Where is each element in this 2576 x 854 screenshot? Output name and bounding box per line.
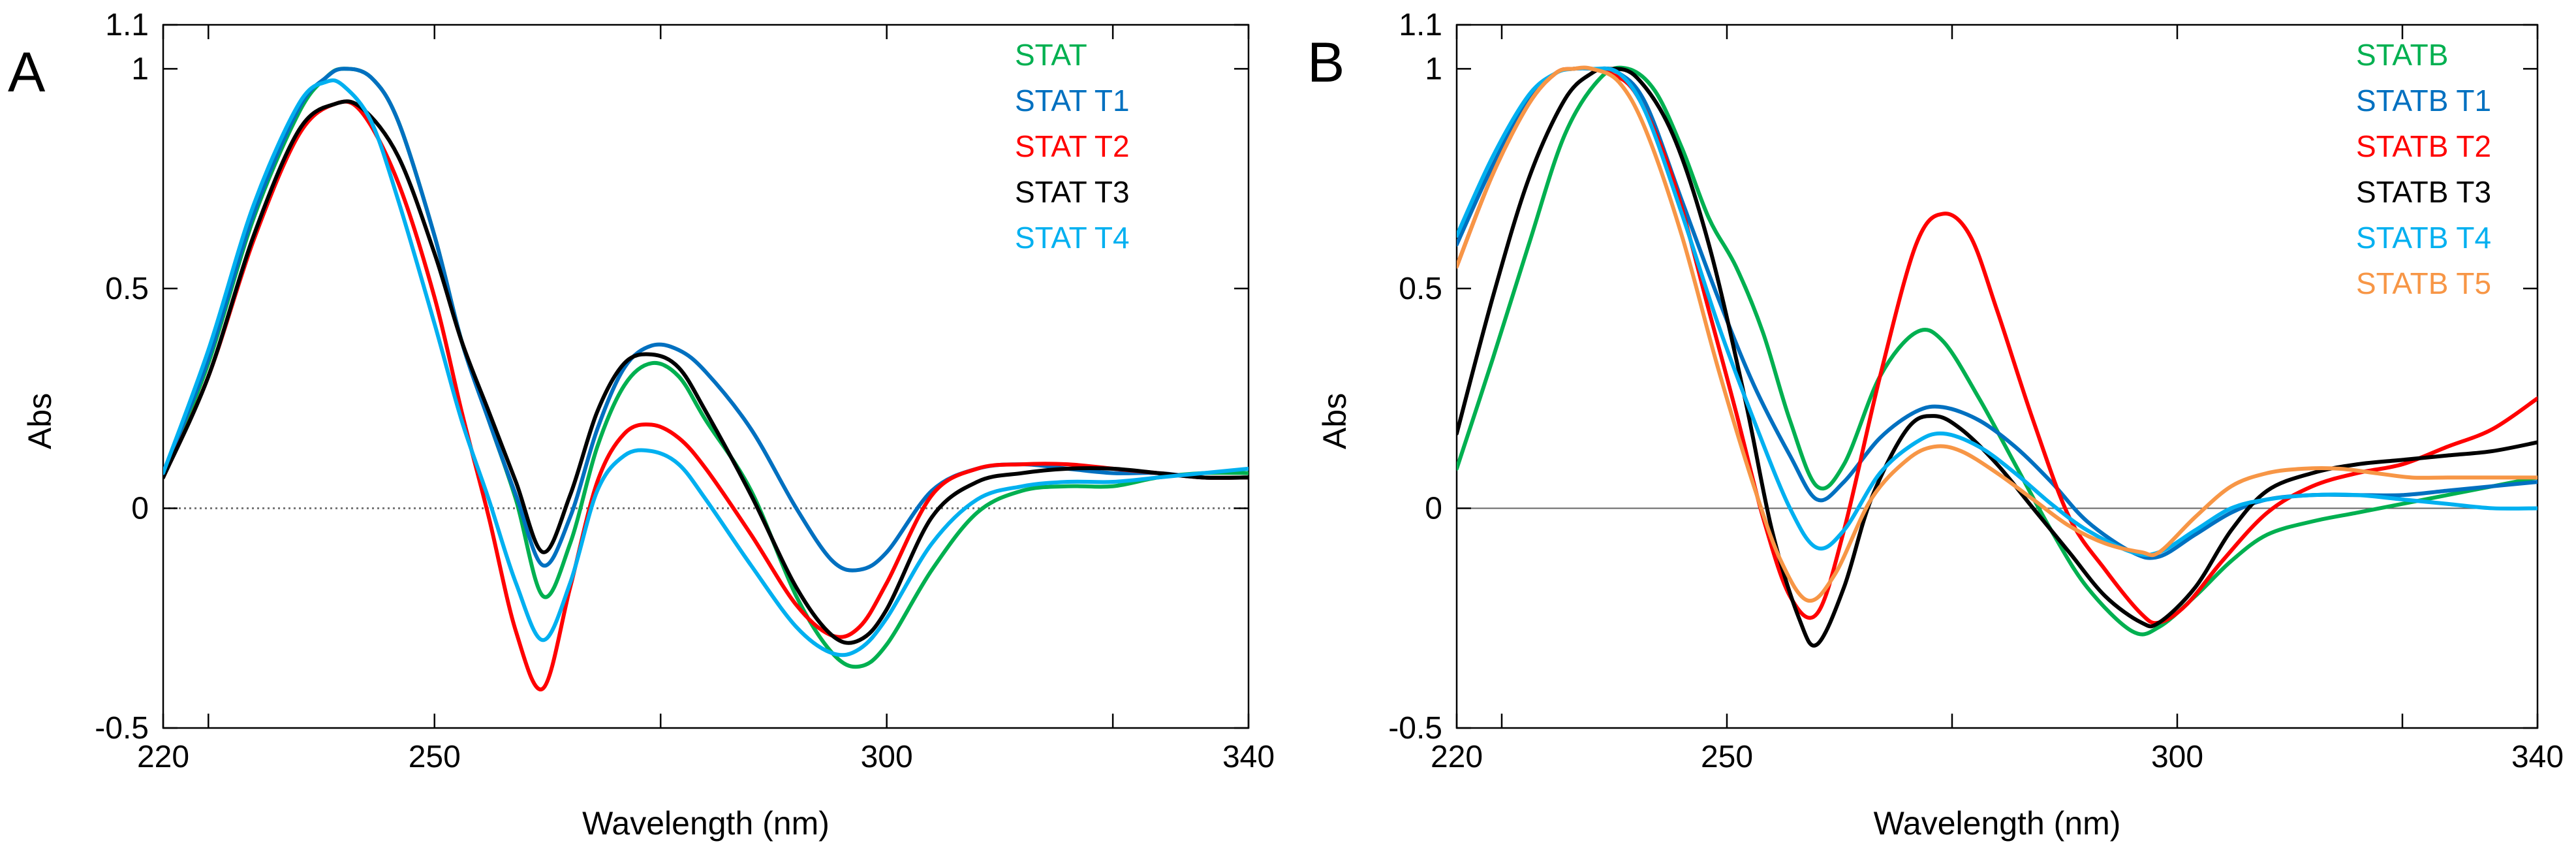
x-tick-label: 300 (2151, 740, 2203, 774)
legend-entry: STAT (1015, 38, 1087, 72)
panel-letter: B (1307, 31, 1344, 94)
x-axis-title: Wavelength (nm) (1874, 805, 2121, 842)
legend-entry: STATB T4 (2356, 221, 2491, 255)
y-tick-label: -0.5 (1388, 711, 1442, 746)
y-tick-label: 0 (131, 491, 149, 526)
x-tick-label: 220 (137, 740, 189, 774)
legend-entry: STATB T2 (2356, 129, 2491, 163)
legend-entry: STAT T1 (1015, 84, 1130, 118)
legend-entry: STATB T3 (2356, 175, 2491, 209)
series-group (163, 67, 1249, 691)
chart-panel-b: -0.5 0 0.5 1 1.1 220 250 300 340 STATB STATB T1 STA… (1307, 8, 2564, 842)
y-tick-label: 1 (1425, 52, 1442, 86)
legend-entry: STAT T4 (1015, 221, 1130, 255)
panel-letter: A (8, 41, 46, 104)
x-tick-label: 250 (1701, 740, 1753, 774)
plot-frame (162, 24, 1250, 729)
x-tick-label: 300 (861, 740, 913, 774)
x-axis-title: Wavelength (nm) (582, 805, 830, 842)
y-tick-label: 0 (1425, 491, 1442, 526)
y-tick-label: -0.5 (95, 711, 149, 746)
y-tick-label: 1 (131, 52, 149, 86)
legend-entry: STATB T5 (2356, 266, 2491, 300)
legend-entry: STATB (2356, 38, 2448, 72)
chart-panel-a: -0.5 0 0.5 1 1.1 220 250 300 340 STAT STAT T1 STAT … (8, 8, 1275, 842)
y-tick-label: 1.1 (1399, 8, 1442, 42)
series-line-statb-t5 (1457, 65, 2537, 603)
y-axis-title: Abs (22, 393, 58, 449)
y-axis-title: Abs (1316, 393, 1353, 449)
legend-entry: STAT T2 (1015, 129, 1130, 163)
legend-entry: STATB T1 (2356, 84, 2491, 118)
y-tick-label: 0.5 (105, 272, 149, 306)
x-tick-label: 340 (2511, 740, 2564, 774)
x-tick-label: 250 (409, 740, 461, 774)
series-line-stat-t4 (163, 78, 1249, 657)
x-tick-label: 340 (1222, 740, 1275, 774)
series-line-stat-t3 (163, 99, 1249, 645)
y-tick-label: 0.5 (1399, 272, 1442, 306)
series-group (1457, 65, 2537, 648)
x-tick-label: 220 (1431, 740, 1483, 774)
y-tick-label: 1.1 (105, 8, 149, 42)
plot-frame (1455, 24, 2539, 729)
legend-entry: STAT T3 (1015, 175, 1130, 209)
